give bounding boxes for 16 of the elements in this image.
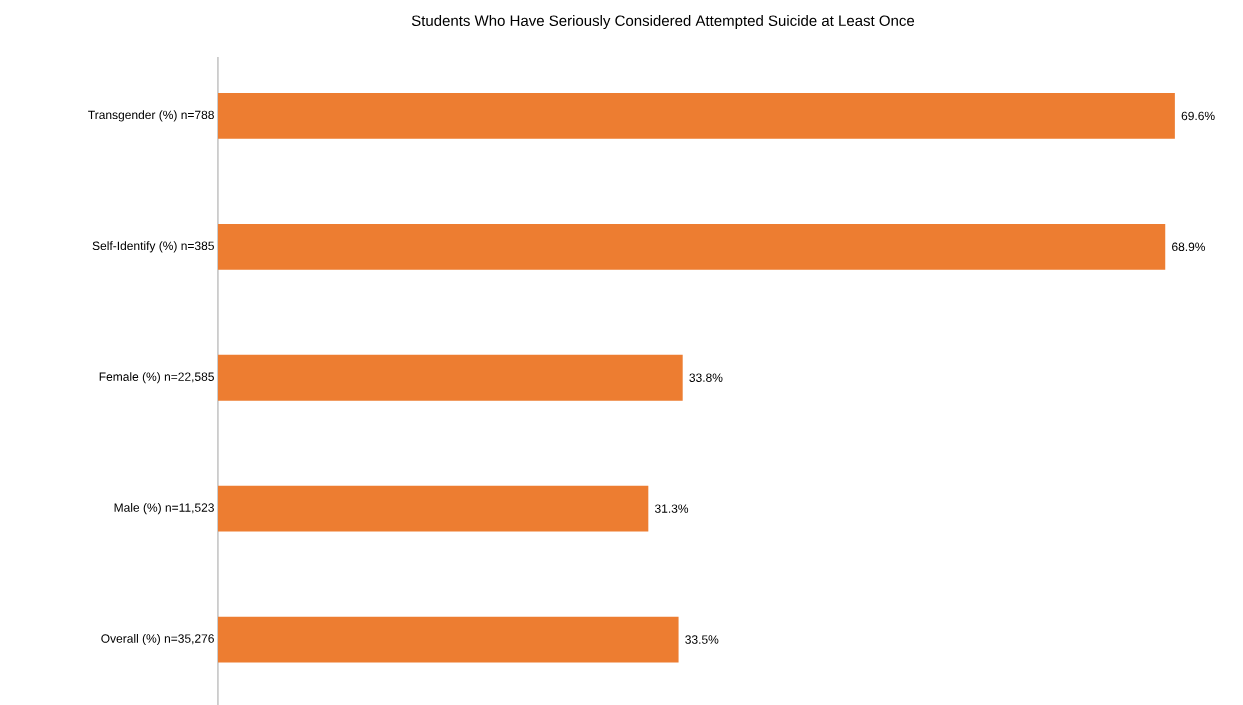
data-label: 69.6% (1181, 111, 1215, 120)
bar (218, 485, 649, 532)
bar (218, 223, 1166, 270)
bar (218, 354, 683, 401)
data-label: 33.5% (685, 635, 719, 644)
chart-title: Students Who Have Seriously Considered Attempted Suicide at Least Once (411, 14, 915, 29)
bar (218, 616, 679, 663)
data-label: 31.3% (654, 504, 689, 513)
y-tick-label: Self-Identify (%) n=385 (92, 240, 214, 253)
bar (218, 92, 1175, 139)
data-label: 68.9% (1172, 242, 1206, 251)
y-tick-label: Transgender (%) n=788 (88, 110, 214, 122)
data-label: 33.8% (689, 373, 723, 382)
y-tick-label: Male (%) n=11,523 (114, 502, 214, 514)
y-tick-label: Female (%) n=22,585 (99, 371, 214, 384)
y-tick-label: Overall (%) n=35,276 (101, 633, 214, 645)
